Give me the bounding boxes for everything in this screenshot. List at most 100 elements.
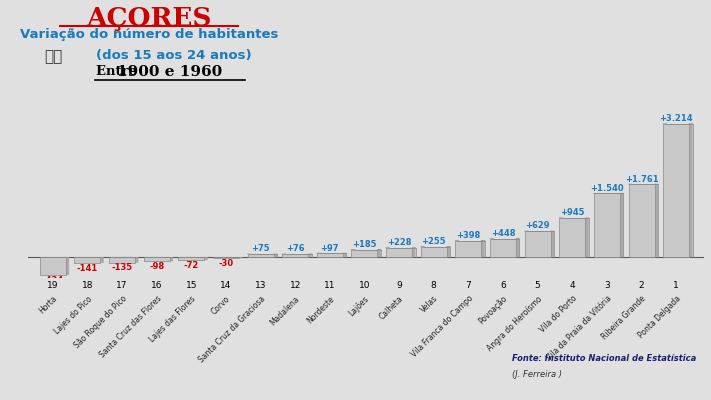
Text: +185: +185 [352,240,377,249]
Text: +75: +75 [251,244,270,254]
Text: (J. Ferreira ): (J. Ferreira ) [512,370,562,379]
Text: 3: 3 [604,282,610,290]
Text: Vila da Praia da Vitória: Vila da Praia da Vitória [545,294,614,363]
Polygon shape [447,247,450,257]
Polygon shape [65,257,69,275]
Bar [317,253,343,257]
Text: +97: +97 [321,244,339,252]
Text: +1.761: +1.761 [625,174,658,184]
Text: 4: 4 [570,282,575,290]
Text: +629: +629 [525,222,550,230]
Text: Lajões: Lajões [347,294,371,318]
Text: Ponta Delgada: Ponta Delgada [636,294,683,340]
Bar [144,257,170,261]
Text: -98: -98 [149,262,164,271]
Text: Variação do número de habitantes: Variação do número de habitantes [20,28,279,41]
Text: 6: 6 [500,282,506,290]
Text: 14: 14 [220,282,232,290]
Polygon shape [550,231,554,257]
Polygon shape [655,184,658,257]
Text: Corvo: Corvo [210,294,232,316]
Text: -434: -434 [42,276,63,285]
Bar [594,193,620,257]
Polygon shape [343,253,346,257]
Polygon shape [239,257,242,258]
Bar [282,254,308,257]
Bar [75,257,100,263]
Polygon shape [516,238,520,257]
Bar [109,257,135,263]
Text: +1.540: +1.540 [590,184,624,193]
Text: 9: 9 [396,282,402,290]
Text: Vila do Porto: Vila do Porto [538,294,579,335]
Text: 18: 18 [82,282,93,290]
Text: 7: 7 [466,282,471,290]
Bar [525,231,550,257]
Polygon shape [585,218,589,257]
Text: Entre: Entre [96,65,141,78]
Text: -135: -135 [112,264,132,272]
Text: 2: 2 [638,282,644,290]
Text: Fonte: Instituto Nacional de Estatística: Fonte: Instituto Nacional de Estatística [512,354,696,363]
Text: Santa Cruz das Flores: Santa Cruz das Flores [97,294,163,360]
Text: São Roque do Pico: São Roque do Pico [73,294,128,350]
Text: 👤👤: 👤👤 [44,49,63,64]
Text: Vila Franca do Campo: Vila Franca do Campo [410,294,475,360]
Text: Lajes das Flores: Lajes das Flores [148,294,198,344]
Text: -141: -141 [77,264,98,273]
Text: 10: 10 [358,282,370,290]
Bar [421,247,447,257]
Polygon shape [100,257,104,263]
Text: Ribeira Grande: Ribeira Grande [601,294,648,342]
Text: 1900 e 1960: 1900 e 1960 [117,65,223,79]
Text: +448: +448 [491,229,515,238]
Text: Madalena: Madalena [269,294,301,327]
Text: 17: 17 [116,282,128,290]
Polygon shape [378,250,381,257]
Text: Angra do Heroísmo: Angra do Heroísmo [486,294,544,352]
Text: (dos 15 aos 24 anos): (dos 15 aos 24 anos) [96,49,252,62]
Text: Nordeste: Nordeste [305,294,336,325]
Text: 15: 15 [186,282,197,290]
Polygon shape [308,254,311,257]
Text: Horta: Horta [38,294,59,316]
Bar [247,254,274,257]
Polygon shape [689,124,693,257]
Bar [629,184,655,257]
Text: AÇORES: AÇORES [87,6,212,31]
Text: Santa Cruz da Graciosa: Santa Cruz da Graciosa [197,294,267,364]
Bar [560,218,585,257]
Text: -30: -30 [218,259,233,268]
Text: 13: 13 [255,282,266,290]
Text: 1: 1 [673,282,679,290]
Text: 5: 5 [535,282,540,290]
Polygon shape [412,248,415,257]
Polygon shape [170,257,173,261]
Text: +76: +76 [286,244,304,254]
Text: -72: -72 [183,261,199,270]
Bar [213,257,239,258]
Text: 11: 11 [324,282,336,290]
Text: +255: +255 [422,237,446,246]
Polygon shape [204,257,208,260]
Text: +3.214: +3.214 [659,114,693,123]
Polygon shape [274,254,277,257]
Text: 19: 19 [47,282,58,290]
Text: +945: +945 [560,208,584,217]
Bar [386,248,412,257]
Bar [455,241,481,257]
Text: +398: +398 [456,231,481,240]
Polygon shape [481,241,485,257]
Bar [351,250,378,257]
Polygon shape [135,257,139,263]
Bar [40,257,65,275]
Text: 12: 12 [289,282,301,290]
Text: Lajes do Pico: Lajes do Pico [52,294,94,336]
Text: 8: 8 [431,282,437,290]
Text: Velas: Velas [419,294,440,315]
Text: Povoação: Povoação [477,294,509,326]
Text: +228: +228 [387,238,412,247]
Bar [663,124,689,257]
Text: 16: 16 [151,282,162,290]
Bar [490,239,516,257]
